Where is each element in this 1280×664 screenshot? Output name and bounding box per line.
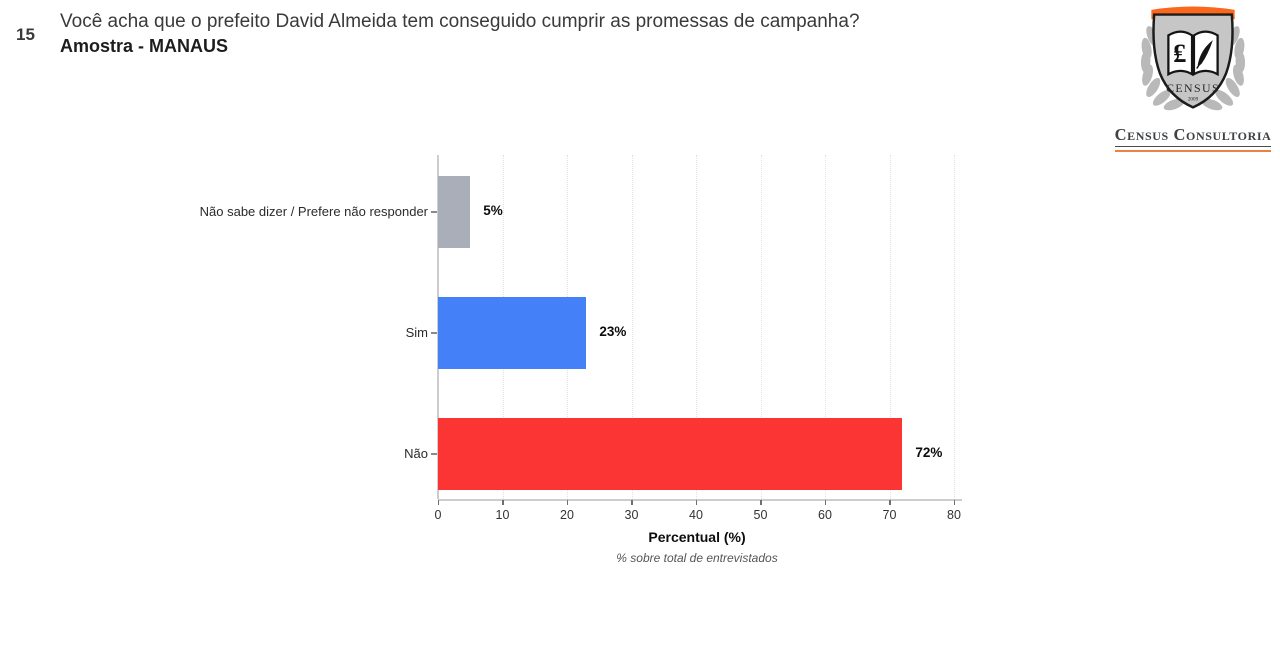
bar-3 bbox=[438, 418, 903, 490]
laurel-leaf bbox=[1142, 64, 1154, 86]
brand-name: Census Consultoria bbox=[1114, 125, 1272, 147]
shield-year: 2009 bbox=[1188, 97, 1199, 103]
bar-value-label: 23% bbox=[599, 324, 627, 339]
x-axis-label: Percentual (%) bbox=[648, 529, 746, 545]
x-tick-label: 10 bbox=[495, 508, 510, 522]
gridline bbox=[760, 155, 762, 499]
laurel-leaf bbox=[1232, 64, 1244, 86]
gridline bbox=[889, 155, 891, 499]
lira-glyph: ₤ bbox=[1173, 38, 1186, 69]
laurel-leaf bbox=[1201, 98, 1223, 111]
x-tick-label: 60 bbox=[818, 508, 832, 522]
laurel-leaf bbox=[1225, 77, 1240, 98]
x-tick-label: 80 bbox=[947, 508, 961, 522]
gridline bbox=[954, 155, 955, 499]
laurel-leaf bbox=[1152, 89, 1171, 106]
gridline bbox=[696, 155, 697, 499]
y-axis-line bbox=[437, 155, 439, 499]
laurel-leaf bbox=[1215, 89, 1234, 106]
bar-value-label: 72% bbox=[915, 445, 943, 460]
x-tick bbox=[824, 500, 826, 505]
quill-icon bbox=[1197, 40, 1213, 66]
category-label: Sim bbox=[405, 325, 428, 340]
x-tick bbox=[760, 500, 762, 505]
x-tick bbox=[631, 500, 633, 505]
x-tick-label: 30 bbox=[624, 508, 639, 522]
x-axis-line bbox=[438, 499, 962, 501]
bar-1 bbox=[438, 176, 471, 248]
census-shield-logo-icon: ₤ CENSUS 2009 bbox=[1140, 6, 1246, 111]
category-tick bbox=[431, 211, 437, 213]
open-book-icon: ₤ bbox=[1167, 30, 1219, 77]
brand-name-block: Census Consultoria bbox=[1114, 125, 1272, 152]
brand-underline bbox=[1114, 149, 1272, 152]
x-tick bbox=[566, 500, 568, 505]
x-tick-label: 70 bbox=[882, 508, 897, 522]
x-tick bbox=[889, 500, 891, 505]
x-tick-label: 40 bbox=[689, 508, 703, 522]
chart-footnote: % sobre total de entrevistados bbox=[616, 551, 778, 565]
x-tick bbox=[953, 500, 955, 505]
gridline bbox=[825, 155, 826, 499]
x-tick-label: 0 bbox=[434, 508, 442, 522]
x-tick bbox=[437, 500, 439, 505]
category-label: Não bbox=[404, 446, 428, 461]
x-tick bbox=[502, 500, 504, 505]
bar-2 bbox=[438, 297, 587, 369]
category-label: Não sabe dizer / Prefere não responder bbox=[199, 204, 428, 219]
category-tick bbox=[431, 453, 437, 455]
bar-value-label: 5% bbox=[483, 203, 503, 218]
question-title: Você acha que o prefeito David Almeida t… bbox=[60, 11, 860, 32]
gridline bbox=[631, 155, 633, 499]
question-number: 15 bbox=[16, 25, 35, 44]
laurel-leaf bbox=[1146, 77, 1161, 98]
category-tick bbox=[431, 332, 437, 334]
laurel-leaf bbox=[1163, 98, 1185, 111]
x-tick bbox=[695, 500, 697, 505]
sample-subtitle: Amostra - MANAUS bbox=[60, 36, 229, 56]
shield-label: CENSUS bbox=[1166, 81, 1220, 95]
x-tick-label: 50 bbox=[753, 508, 768, 522]
brand-logo: ₤ CENSUS 2009 Census Consultoria bbox=[1106, 2, 1280, 152]
x-tick-label: 20 bbox=[560, 508, 574, 522]
